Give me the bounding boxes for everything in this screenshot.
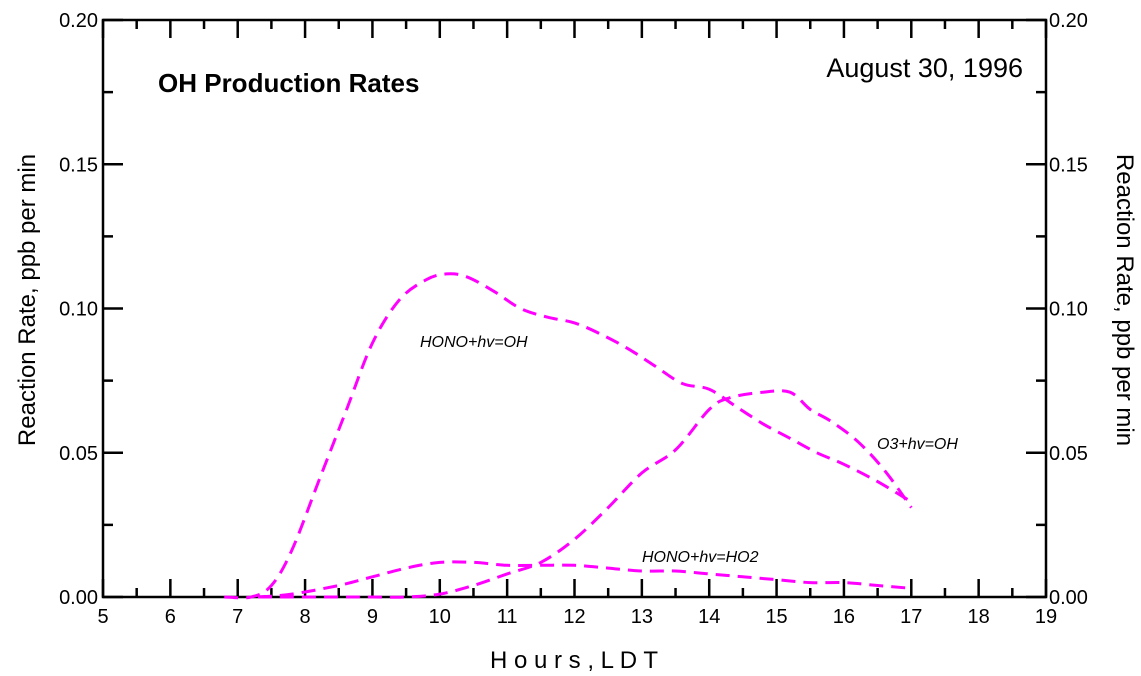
series-line-hono-oh — [224, 272, 913, 600]
y-tick-label-right: 0.00 — [1049, 587, 1088, 609]
y-tick-label-left: 0.00 — [59, 587, 98, 609]
y-tick-label-left: 0.15 — [59, 154, 98, 176]
series-label-o3-oh: O3+hv=OH — [877, 436, 958, 453]
y-tick-label-right: 0.10 — [1049, 299, 1088, 321]
y-axis-title-left: Reaction Rate, ppb per min — [14, 154, 41, 446]
y-tick-label-left: 0.20 — [59, 10, 98, 32]
y-axis-title-right: Reaction Rate, ppb per min — [1111, 154, 1138, 446]
y-axis-ticks: 0.00 0.00 0.05 0.05 0.10 0.10 0.15 0.15 0.20 0.20 — [59, 10, 1088, 609]
x-tick-label: 15 — [765, 606, 787, 628]
chart-date: August 30, 1996 — [826, 53, 1023, 83]
x-axis-title: H o u r s , L D T — [490, 647, 658, 674]
x-tick-label: 9 — [367, 606, 378, 628]
series-label-hono-oh: HONO+hv=OH — [420, 334, 528, 351]
chart-title: OH Production Rates — [158, 68, 419, 98]
x-tick-label: 13 — [631, 606, 653, 628]
x-tick-label: 6 — [165, 606, 176, 628]
y-tick-label-right: 0.05 — [1049, 443, 1088, 465]
y-tick-label-left: 0.10 — [59, 299, 98, 321]
x-tick-label: 12 — [563, 606, 585, 628]
y-tick-label-right: 0.15 — [1049, 154, 1088, 176]
x-tick-label: 16 — [833, 606, 855, 628]
series-label-hono-ho2: HONO+hv=HO2 — [642, 549, 759, 566]
series-line-o3-oh — [257, 389, 913, 599]
x-tick-label: 14 — [698, 606, 720, 628]
x-axis-ticks: 5 6 7 8 9 10 11 12 13 14 15 16 17 18 19 — [97, 20, 1057, 628]
y-tick-label-right: 0.20 — [1049, 10, 1088, 32]
x-tick-label: 5 — [97, 606, 108, 628]
y-tick-label-left: 0.05 — [59, 443, 98, 465]
x-tick-label: 18 — [968, 606, 990, 628]
x-tick-label: 11 — [497, 606, 518, 628]
x-tick-label: 8 — [300, 606, 311, 628]
x-tick-label: 7 — [232, 606, 243, 628]
x-tick-label: 17 — [900, 606, 922, 628]
x-tick-label: 10 — [429, 606, 451, 628]
x-tick-label: 19 — [1035, 606, 1057, 628]
plot-frame — [101, 18, 1048, 599]
series-line-hono-ho2 — [257, 560, 912, 599]
series-lines — [224, 272, 913, 600]
